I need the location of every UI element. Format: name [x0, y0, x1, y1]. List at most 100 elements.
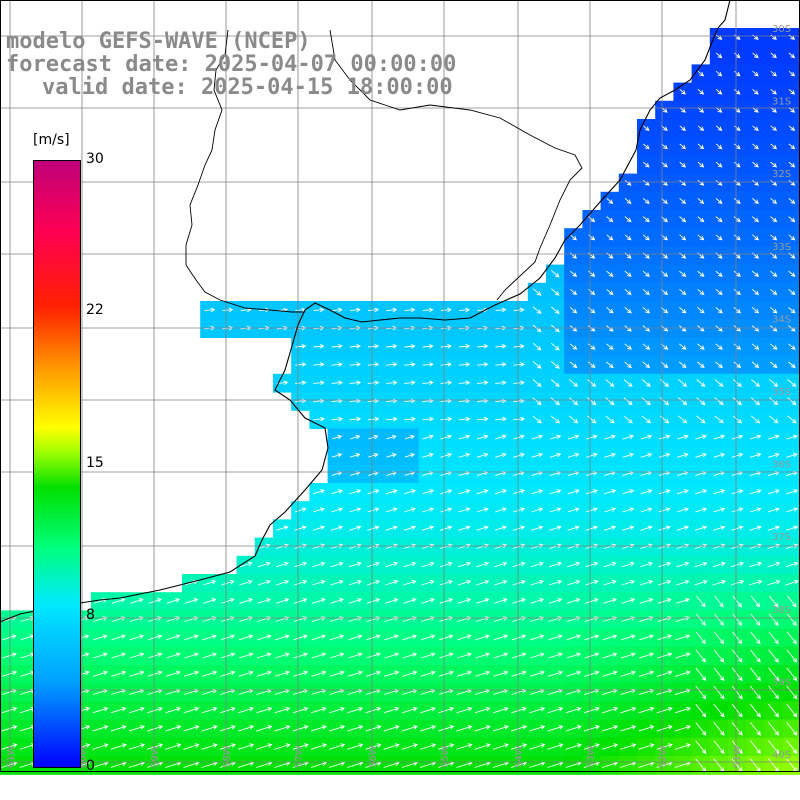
wind-arrow — [549, 489, 562, 495]
wind-arrow — [422, 398, 434, 404]
wind-arrow — [367, 343, 380, 349]
wind-arrow — [620, 725, 637, 732]
wind-arrow — [165, 652, 181, 659]
wind-arrow — [458, 525, 471, 531]
wind-arrow — [330, 579, 344, 586]
wind-arrow — [513, 507, 526, 513]
wind-cell — [782, 719, 800, 739]
wind-arrow — [565, 706, 582, 714]
wind-arrow — [146, 743, 164, 750]
wind-arrow — [584, 652, 600, 659]
wind-arrow — [697, 216, 705, 223]
wind-arrow — [439, 543, 453, 549]
wind-arrow — [734, 52, 741, 59]
wind-arrow — [183, 706, 200, 714]
wind-arrow — [383, 743, 400, 750]
wind-arrow — [770, 143, 778, 150]
wind-arrow — [587, 379, 597, 387]
wind-arrow — [624, 343, 632, 350]
wind-arrow — [312, 561, 326, 568]
wind-arrow — [640, 525, 653, 531]
wind-arrow — [476, 543, 489, 549]
wind-arrow — [184, 598, 199, 604]
wind-arrow — [656, 670, 673, 677]
wind-arrow — [694, 561, 708, 568]
wind-arrow — [329, 670, 345, 677]
wind-arrow — [786, 722, 798, 736]
wind-arrow — [549, 543, 562, 549]
wind-arrow — [588, 270, 596, 277]
wind-arrow — [532, 306, 542, 314]
wind-arrow — [695, 631, 706, 645]
wind-arrow — [788, 361, 796, 369]
wind-arrow — [331, 343, 343, 349]
wind-arrow — [587, 361, 596, 369]
wind-arrow — [1, 670, 18, 677]
wind-arrow — [603, 525, 617, 531]
wind-arrow — [749, 667, 761, 682]
wind-arrow — [422, 416, 435, 422]
wind-cell — [782, 410, 800, 429]
wind-arrow — [749, 525, 762, 531]
wind-arrow — [420, 652, 436, 659]
wind-arrow — [567, 507, 580, 513]
wind-arrow — [365, 725, 382, 732]
wind-arrow — [404, 362, 416, 367]
wind-cell — [782, 246, 800, 266]
wind-arrow — [550, 397, 560, 406]
wind-arrow — [749, 685, 761, 700]
wind-arrow — [620, 706, 637, 714]
wind-arrow — [640, 434, 653, 440]
wind-arrow — [787, 397, 797, 406]
wind-arrow — [731, 452, 744, 458]
wind-arrow — [403, 489, 416, 495]
wind-cell — [782, 319, 800, 338]
wind-arrow — [768, 595, 779, 608]
wind-arrow — [769, 379, 779, 387]
wind-arrow — [547, 706, 564, 714]
wind-arrow — [147, 706, 163, 714]
wind-arrow — [585, 561, 599, 568]
wind-arrow — [678, 379, 688, 387]
wind-cell — [782, 337, 800, 357]
wind-arrow — [788, 288, 796, 296]
wind-arrow — [294, 398, 307, 404]
wind-arrow — [221, 579, 235, 586]
wind-arrow — [733, 343, 742, 350]
wind-arrow — [731, 434, 744, 440]
wind-arrow — [768, 649, 779, 663]
wind-arrow — [786, 613, 797, 626]
longitude-label: 52W — [658, 745, 669, 768]
wind-arrow — [642, 343, 651, 350]
wind-arrow — [493, 634, 509, 641]
wind-arrow — [1, 725, 18, 732]
wind-arrow — [530, 598, 545, 604]
wind-arrow — [606, 361, 614, 369]
wind-arrow — [606, 270, 614, 277]
wind-arrow — [238, 706, 254, 714]
wind-arrow — [348, 561, 362, 568]
wind-arrow — [749, 489, 762, 495]
wind-arrow — [403, 579, 417, 586]
wind-arrow — [513, 307, 525, 313]
wind-arrow — [622, 434, 635, 440]
latitude-label: 34S — [772, 314, 791, 325]
wind-arrow — [529, 725, 546, 732]
wind-arrow — [715, 307, 723, 314]
wind-arrow — [183, 743, 200, 750]
wind-arrow — [768, 613, 779, 626]
wind-arrow — [733, 216, 741, 223]
wind-arrow — [606, 288, 614, 296]
wind-arrow — [734, 143, 741, 150]
wind-arrow — [678, 361, 687, 369]
wind-arrow — [624, 288, 632, 296]
wind-arrow — [788, 216, 796, 223]
wind-arrow — [622, 525, 635, 531]
wind-arrow — [734, 161, 741, 168]
wind-arrow — [606, 343, 614, 350]
wind-arrow — [642, 270, 650, 277]
wind-arrow — [386, 343, 398, 349]
wind-arrow — [476, 434, 489, 440]
wind-arrow — [731, 543, 744, 549]
wind-arrow — [440, 452, 453, 458]
